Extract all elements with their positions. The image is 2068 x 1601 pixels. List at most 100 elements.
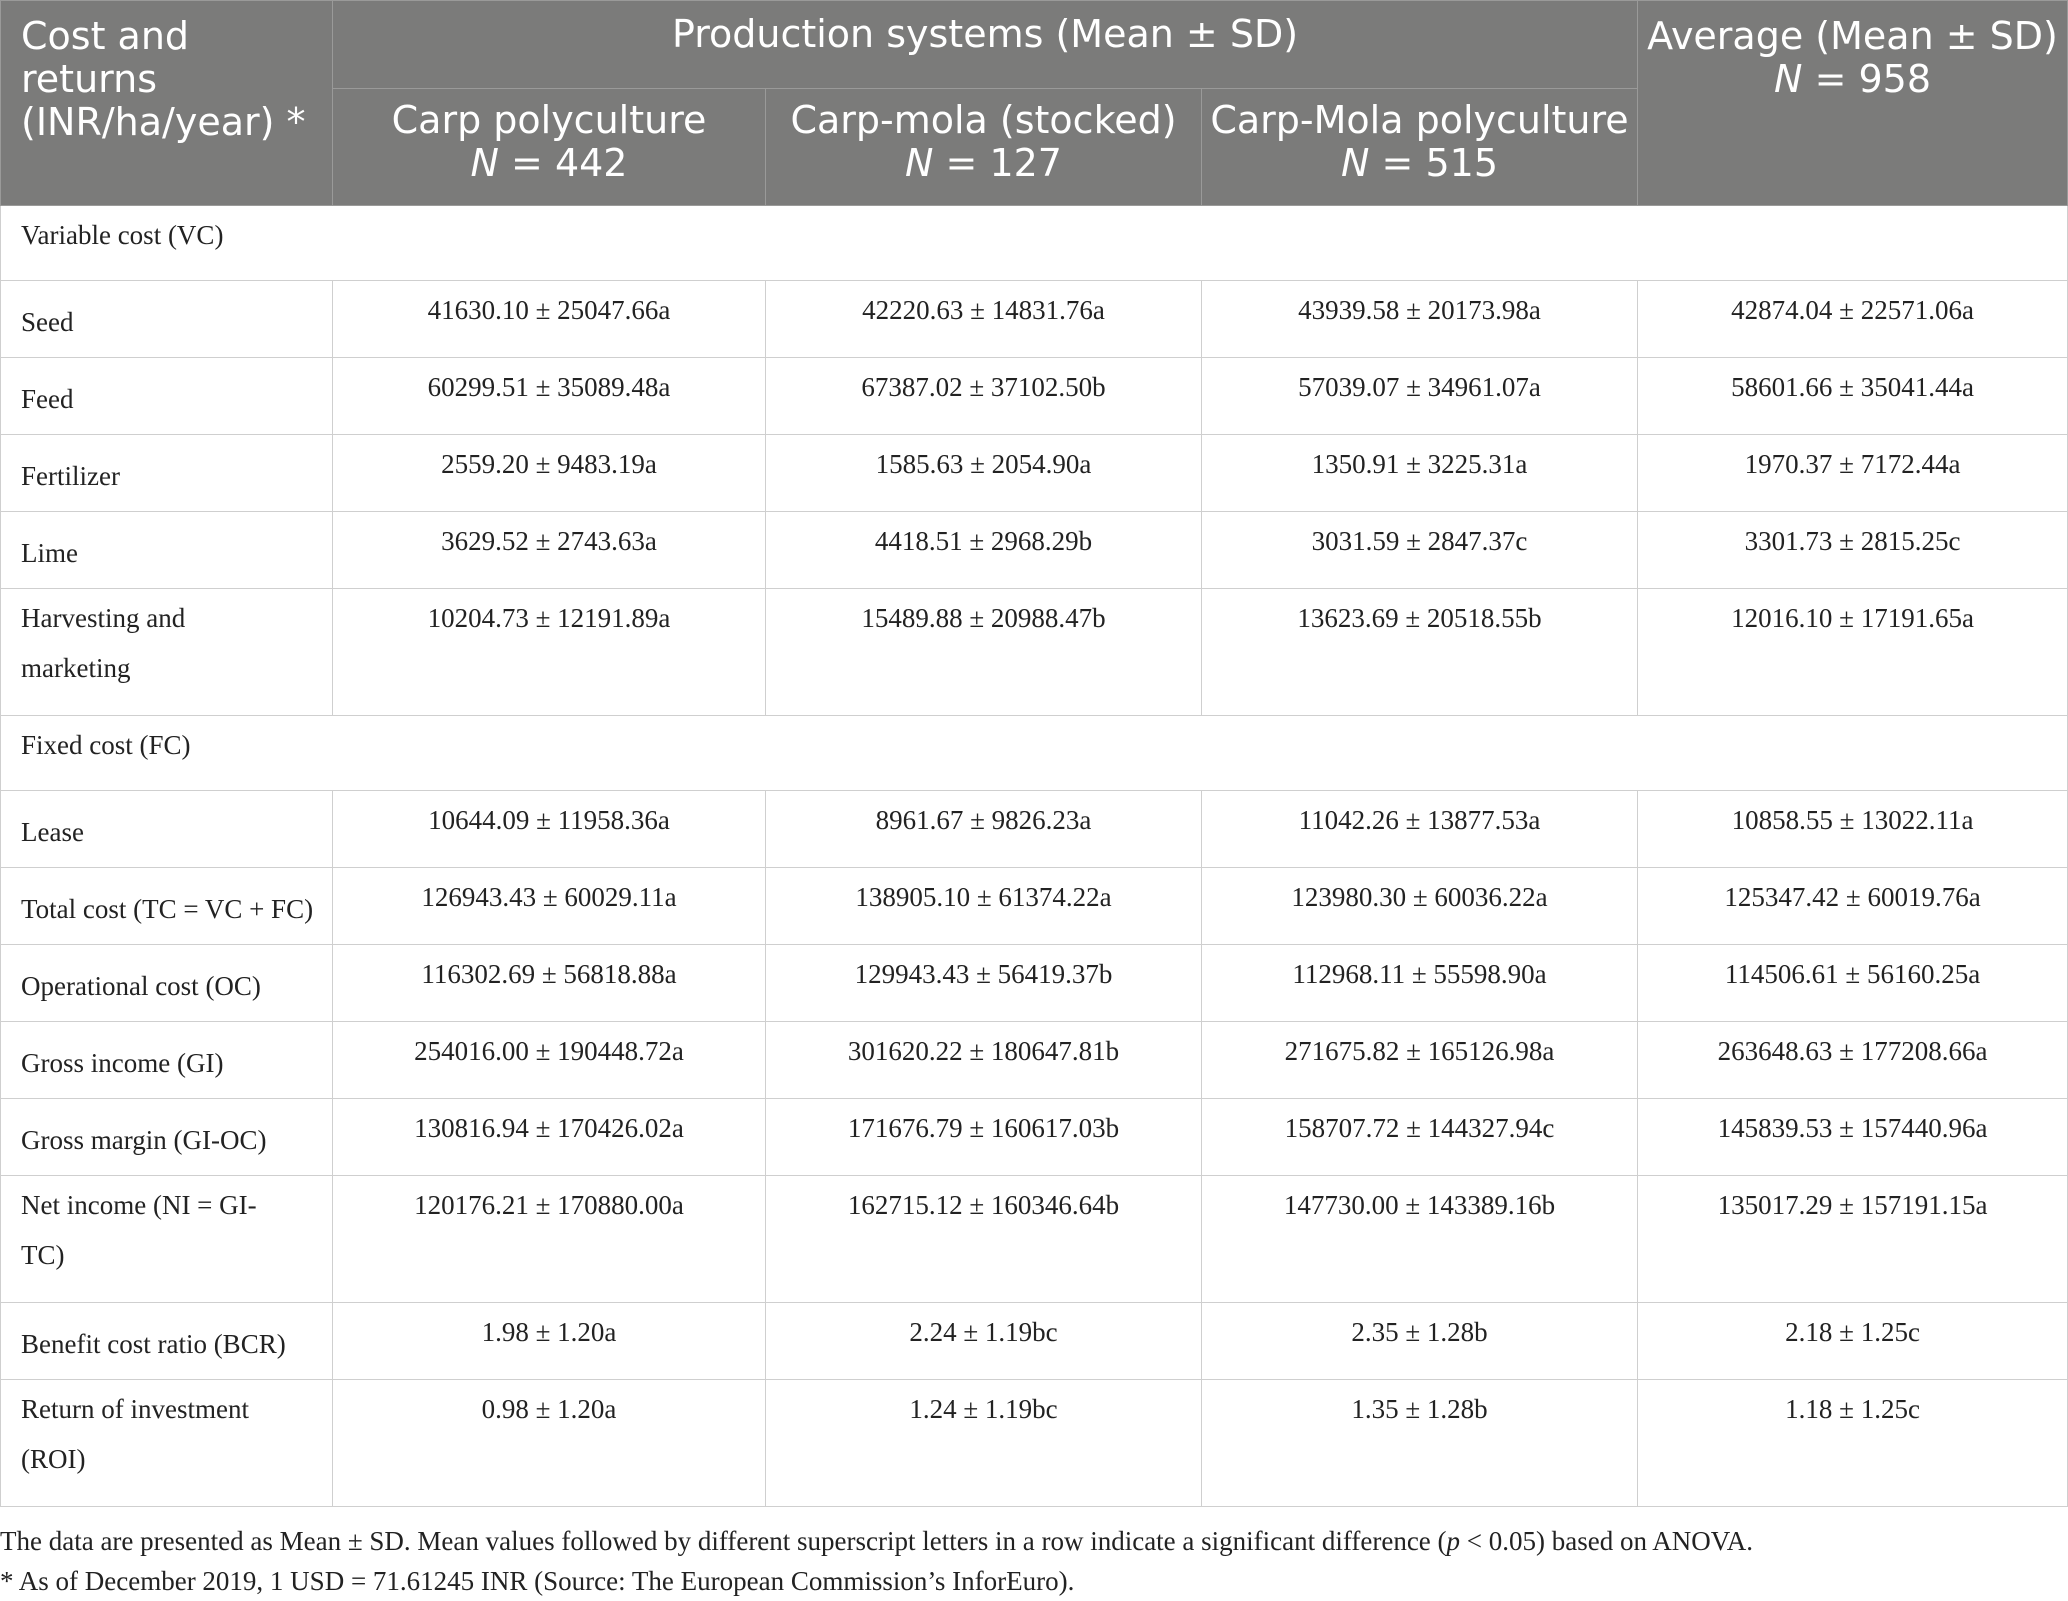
cell-carp-mola-stocked: 138905.10 ± 61374.22a — [765, 867, 1202, 945]
table-row: Fertilizer 2559.20 ± 9483.19a 1585.63 ± … — [0, 434, 2068, 512]
header-system-2-name: Carp-mola (stocked) — [790, 98, 1177, 142]
header-average-n-value: = 958 — [1814, 57, 1932, 101]
row-label-line2: (ROI) — [21, 1444, 86, 1474]
section-row-fixed-cost: Fixed cost (FC) — [0, 715, 2068, 791]
cell-average: 114506.61 ± 56160.25a — [1637, 944, 2068, 1022]
cell-carp-mola-polyculture: 1350.91 ± 3225.31a — [1200, 434, 1639, 512]
header-average: Average (Mean ± SD) N = 958 — [1637, 0, 2068, 206]
table-row: Harvesting and marketing 10204.73 ± 12191… — [0, 588, 2068, 716]
row-label: Harvesting and marketing — [0, 588, 333, 716]
cell-average: 2.18 ± 1.25c — [1637, 1302, 2068, 1380]
cell-carp-mola-stocked: 8961.67 ± 9826.23a — [765, 790, 1202, 868]
row-label: Return of investment (ROI) — [0, 1379, 333, 1507]
header-corner-line1: Cost and returns — [21, 14, 190, 101]
footnote-anova: The data are presented as Mean ± SD. Mea… — [0, 1521, 2068, 1561]
cell-carp-mola-stocked: 129943.43 ± 56419.37b — [765, 944, 1202, 1022]
cell-carp-polyculture: 116302.69 ± 56818.88a — [332, 944, 766, 1022]
footnote-anova-start: The data are presented as Mean ± SD. Mea… — [0, 1526, 1447, 1556]
table-row: Seed 41630.10 ± 25047.66a 42220.63 ± 148… — [0, 280, 2068, 358]
cell-carp-mola-stocked: 2.24 ± 1.19bc — [765, 1302, 1202, 1380]
row-label: Seed — [0, 280, 333, 358]
cell-average: 263648.63 ± 177208.66a — [1637, 1021, 2068, 1099]
header-corner-line2: (INR/ha/year) * — [21, 100, 306, 144]
cell-carp-mola-polyculture: 158707.72 ± 144327.94c — [1200, 1098, 1639, 1176]
cell-carp-polyculture: 0.98 ± 1.20a — [332, 1379, 766, 1507]
row-label: Total cost (TC = VC + FC) — [0, 867, 333, 945]
header-system-2-n: N = 127 — [905, 141, 1062, 185]
cell-carp-polyculture: 130816.94 ± 170426.02a — [332, 1098, 766, 1176]
cell-carp-polyculture: 10204.73 ± 12191.89a — [332, 588, 766, 716]
footnote-anova-end: < 0.05) based on ANOVA. — [1460, 1526, 1753, 1556]
table-row: Feed 60299.51 ± 35089.48a 67387.02 ± 371… — [0, 357, 2068, 435]
cell-carp-mola-stocked: 1585.63 ± 2054.90a — [765, 434, 1202, 512]
row-label: Gross margin (GI-OC) — [0, 1098, 333, 1176]
table-row: Gross margin (GI-OC) 130816.94 ± 170426.… — [0, 1098, 2068, 1176]
cell-carp-polyculture: 1.98 ± 1.20a — [332, 1302, 766, 1380]
cell-carp-mola-polyculture: 43939.58 ± 20173.98a — [1200, 280, 1639, 358]
table-body: Variable cost (VC) Seed 41630.10 ± 25047… — [0, 205, 2068, 1507]
footnote-p-symbol: p — [1446, 1526, 1461, 1556]
row-label: Gross income (GI) — [0, 1021, 333, 1099]
section-row-variable-cost: Variable cost (VC) — [0, 205, 2068, 281]
cell-carp-polyculture: 120176.21 ± 170880.00a — [332, 1175, 766, 1303]
row-label-line1: Harvesting and — [21, 603, 186, 633]
header-system-1-name: Carp polyculture — [391, 98, 707, 142]
cell-carp-mola-polyculture: 11042.26 ± 13877.53a — [1200, 790, 1639, 868]
section-label-fixed-cost: Fixed cost (FC) — [0, 715, 2068, 791]
cell-carp-mola-stocked: 1.24 ± 1.19bc — [765, 1379, 1202, 1507]
cost-returns-table: Cost and returns (INR/ha/year) * Product… — [0, 0, 2068, 1507]
header-system-1-n: N = 442 — [470, 141, 628, 185]
cell-carp-mola-polyculture: 147730.00 ± 143389.16b — [1200, 1175, 1639, 1303]
cell-carp-mola-polyculture: 1.35 ± 1.28b — [1200, 1379, 1639, 1507]
cell-carp-polyculture: 254016.00 ± 190448.72a — [332, 1021, 766, 1099]
cell-average: 12016.10 ± 17191.65a — [1637, 588, 2068, 716]
row-label: Operational cost (OC) — [0, 944, 333, 1022]
cell-carp-mola-stocked: 42220.63 ± 14831.76a — [765, 280, 1202, 358]
cell-average: 10858.55 ± 13022.11a — [1637, 790, 2068, 868]
cell-carp-mola-stocked: 162715.12 ± 160346.64b — [765, 1175, 1202, 1303]
cell-carp-mola-polyculture: 57039.07 ± 34961.07a — [1200, 357, 1639, 435]
cell-carp-mola-stocked: 15489.88 ± 20988.47b — [765, 588, 1202, 716]
cell-average: 1970.37 ± 7172.44a — [1637, 434, 2068, 512]
row-label: Fertilizer — [0, 434, 333, 512]
header-system-3: Carp-Mola polyculture N = 515 — [1200, 88, 1639, 206]
table-row: Return of investment (ROI) 0.98 ± 1.20a 1… — [0, 1379, 2068, 1507]
cell-average: 42874.04 ± 22571.06a — [1637, 280, 2068, 358]
header-system-3-n: N = 515 — [1341, 141, 1498, 185]
cell-average: 58601.66 ± 35041.44a — [1637, 357, 2068, 435]
row-label: Net income (NI = GI- TC) — [0, 1175, 333, 1303]
cell-carp-mola-polyculture: 123980.30 ± 60036.22a — [1200, 867, 1639, 945]
cell-average: 145839.53 ± 157440.96a — [1637, 1098, 2068, 1176]
row-label-line1: Return of investment — [21, 1394, 249, 1424]
cell-carp-polyculture: 2559.20 ± 9483.19a — [332, 434, 766, 512]
section-label-variable-cost: Variable cost (VC) — [0, 205, 2068, 281]
footnote-currency: * As of December 2019, 1 USD = 71.61245 … — [0, 1566, 1075, 1596]
cell-average: 3301.73 ± 2815.25c — [1637, 511, 2068, 589]
row-label-line1: Net income (NI = GI- — [21, 1190, 257, 1220]
cell-average: 125347.42 ± 60019.76a — [1637, 867, 2068, 945]
row-label: Lime — [0, 511, 333, 589]
cell-carp-mola-stocked: 4418.51 ± 2968.29b — [765, 511, 1202, 589]
table-footnotes: The data are presented as Mean ± SD. Mea… — [0, 1521, 2068, 1601]
row-label-line2: TC) — [21, 1240, 65, 1270]
cell-carp-mola-polyculture: 13623.69 ± 20518.55b — [1200, 588, 1639, 716]
table-row: Lime 3629.52 ± 2743.63a 4418.51 ± 2968.2… — [0, 511, 2068, 589]
table-row: Benefit cost ratio (BCR) 1.98 ± 1.20a 2.… — [0, 1302, 2068, 1380]
header-average-line1: Average (Mean ± SD) — [1647, 14, 2058, 58]
cell-carp-polyculture: 10644.09 ± 11958.36a — [332, 790, 766, 868]
row-label-line2: marketing — [21, 653, 131, 683]
header-system-2: Carp-mola (stocked) N = 127 — [765, 88, 1202, 206]
cell-carp-mola-polyculture: 3031.59 ± 2847.37c — [1200, 511, 1639, 589]
cell-carp-mola-polyculture: 2.35 ± 1.28b — [1200, 1302, 1639, 1380]
cell-carp-polyculture: 60299.51 ± 35089.48a — [332, 357, 766, 435]
cell-carp-polyculture: 41630.10 ± 25047.66a — [332, 280, 766, 358]
row-label: Lease — [0, 790, 333, 868]
header-system-3-name: Carp-Mola polyculture — [1210, 98, 1629, 142]
header-corner: Cost and returns (INR/ha/year) * — [0, 0, 333, 206]
row-label: Benefit cost ratio (BCR) — [0, 1302, 333, 1380]
table-header: Cost and returns (INR/ha/year) * Product… — [0, 0, 2068, 206]
table-row: Operational cost (OC) 116302.69 ± 56818.… — [0, 944, 2068, 1022]
table-row: Total cost (TC = VC + FC) 126943.43 ± 60… — [0, 867, 2068, 945]
cell-carp-mola-polyculture: 112968.11 ± 55598.90a — [1200, 944, 1639, 1022]
